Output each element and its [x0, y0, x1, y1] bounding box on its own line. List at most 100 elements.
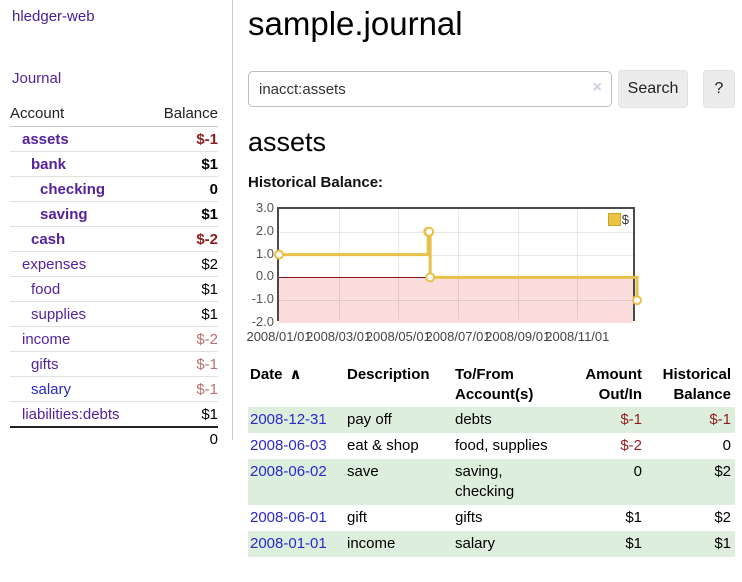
data-point-marker: [274, 249, 284, 260]
register-amount-cell: $1: [625, 509, 642, 526]
account-balance: $-2: [196, 330, 218, 348]
vertical-gridline: [398, 209, 400, 319]
vertical-gridline: [458, 209, 459, 319]
account-row: gifts $-1: [10, 352, 218, 377]
account-link-liabilities-debts[interactable]: liabilities:debts: [22, 405, 120, 423]
register-row: 2008-06-01 gift gifts $1 $2: [248, 505, 735, 531]
x-axis-tick-label: 2008/09/01: [485, 329, 551, 344]
accounts-column-header: To/From Account(s): [455, 366, 534, 403]
account-row: saving $1: [10, 202, 218, 227]
account-link-saving[interactable]: saving: [40, 205, 88, 223]
account-balance: $-2: [196, 230, 218, 248]
sidebar-item-journal[interactable]: Journal: [12, 70, 62, 87]
account-balance: $1: [201, 305, 218, 323]
register-date-cell: 2008-06-02: [248, 459, 345, 505]
account-balance: $1: [201, 205, 218, 223]
account-link-supplies[interactable]: supplies: [31, 305, 87, 323]
main-content: sample.journal × Search ? assets Histori…: [246, 0, 735, 557]
account-link-checking[interactable]: checking: [40, 180, 106, 198]
register-description-cell: income: [347, 535, 396, 552]
register-description-cell: save: [347, 463, 379, 480]
account-link-bank[interactable]: bank: [31, 155, 67, 173]
search-box: ×: [248, 71, 612, 107]
account-row: bank $1: [10, 152, 218, 177]
account-link-gifts[interactable]: gifts: [31, 355, 59, 373]
register-date-cell: 2008-06-03: [248, 433, 345, 459]
chart-title: Historical Balance:: [248, 174, 384, 191]
register-amount-cell: $1: [625, 535, 642, 552]
register-balance-cell: $2: [714, 509, 731, 526]
register-date-cell: 2008-06-01: [248, 505, 345, 531]
y-axis-tick-label: -1.0: [251, 291, 274, 307]
account-heading: assets: [248, 127, 327, 157]
accounts-table-header: Account Balance: [10, 102, 218, 127]
account-column-header: Account: [10, 105, 65, 122]
register-date-link[interactable]: 2008-12-31: [250, 411, 327, 428]
brand-link[interactable]: hledger-web: [12, 8, 95, 25]
account-row: checking 0: [10, 177, 218, 202]
legend-swatch-icon: [607, 213, 621, 226]
date-column-header[interactable]: Date ∧: [250, 366, 302, 383]
balance-column-header-main: Historical Balance: [662, 366, 731, 403]
balance-column-header: Balance: [163, 105, 218, 122]
horizontal-gridline: [279, 254, 633, 256]
account-balance: $1: [201, 405, 218, 423]
account-row: food $1: [10, 277, 218, 302]
account-balance: $-1: [196, 380, 218, 398]
page-title: sample.journal: [248, 5, 463, 42]
accounts-total-value: 0: [209, 431, 218, 448]
register-accounts-cell: food, supplies: [455, 437, 548, 454]
account-row: cash $-2: [10, 227, 218, 252]
register-row: 2008-06-03 eat & shop food, supplies $-2 0: [248, 433, 735, 459]
register-date-link[interactable]: 2008-06-01: [250, 509, 327, 526]
register-balance-cell: $2: [714, 463, 731, 480]
historical-balance-chart: $3.0 2.0 1.0 0.0 -1.0 -2.0 2008/01/01 2008/03/0…: [246, 200, 735, 348]
chart-legend: $: [607, 212, 629, 227]
register-accounts-cell: saving, checking: [455, 463, 515, 500]
help-button[interactable]: ?: [703, 70, 735, 108]
account-row: salary $-1: [10, 377, 218, 402]
register-amount-cell: $-1: [620, 411, 642, 428]
register-date-link[interactable]: 2008-01-01: [250, 535, 327, 552]
balance-line-series: [274, 226, 642, 306]
account-link-expenses[interactable]: expenses: [22, 255, 87, 273]
register-description-cell: pay off: [347, 411, 392, 428]
sidebar: hledger-web Journal Account Balance asse…: [0, 0, 233, 448]
account-link-cash[interactable]: cash: [31, 230, 66, 248]
register-date-link[interactable]: 2008-06-03: [250, 437, 327, 454]
description-column-header: Description: [347, 366, 430, 383]
x-axis-tick-label: 2008/11/01: [545, 329, 610, 344]
register-amount-cell: 0: [633, 463, 642, 480]
x-axis-tick-label: 2008/05/01: [365, 329, 431, 344]
account-row: expenses $2: [10, 252, 218, 277]
register-accounts-cell: debts: [455, 411, 492, 428]
account-link-salary[interactable]: salary: [31, 380, 72, 398]
y-axis-tick-label: 3.0: [255, 200, 274, 215]
search-input[interactable]: [248, 71, 612, 107]
account-balance: $1: [201, 155, 218, 173]
account-row: supplies $1: [10, 302, 218, 327]
account-link-assets[interactable]: assets: [22, 130, 69, 148]
register-date-link[interactable]: 2008-06-02: [250, 463, 327, 480]
legend-label: $: [621, 212, 629, 227]
data-point-marker: [424, 226, 435, 237]
balance-line: [279, 230, 639, 301]
account-balance: $-1: [196, 355, 218, 373]
y-axis-tick-label: 0.0: [255, 268, 274, 284]
register-amount-cell: $-2: [620, 437, 642, 454]
account-link-income[interactable]: income: [22, 330, 71, 348]
sort-ascending-icon: ∧: [289, 366, 302, 383]
vertical-gridline: [577, 209, 579, 319]
clear-search-icon[interactable]: ×: [592, 79, 602, 96]
accounts-table: Account Balance assets $-1 bank $1 checking 0…: [10, 102, 218, 451]
register-table: Date ∧ Description To/From Account(s) Amo…: [248, 363, 735, 557]
y-axis-tick-label: 2.0: [255, 222, 274, 238]
register-balance-cell: $-1: [709, 411, 731, 428]
vertical-gridline: [338, 209, 340, 319]
register-accounts-cell: gifts: [455, 509, 483, 526]
register-row: 2008-01-01 income salary $1 $1: [248, 531, 735, 557]
account-link-food[interactable]: food: [31, 280, 61, 298]
register-description-cell: eat & shop: [347, 437, 419, 454]
y-axis-tick-label: -2.0: [251, 314, 274, 329]
search-button[interactable]: Search: [618, 70, 688, 108]
